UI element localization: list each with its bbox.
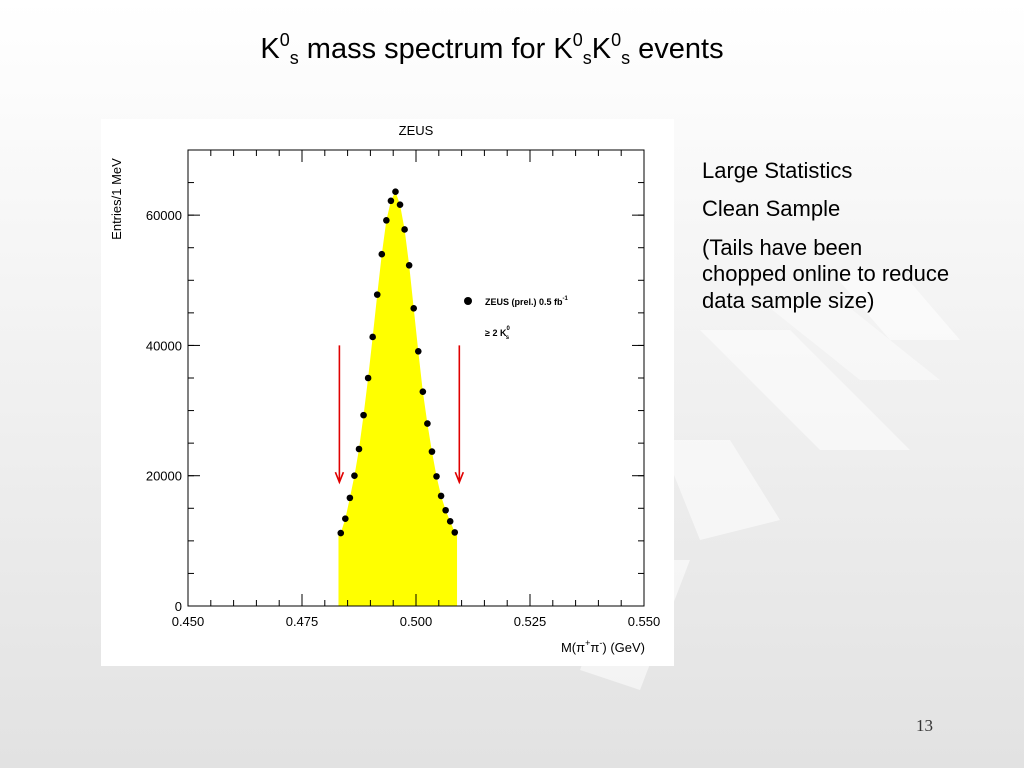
data-point (428, 448, 436, 455)
x-tick-label: 0.525 (514, 614, 547, 629)
y-axis-label: Entries/1 MeV (109, 158, 124, 240)
data-point (387, 197, 395, 205)
data-point (355, 445, 363, 453)
data-point (373, 291, 381, 298)
data-point (360, 411, 367, 419)
data-point (437, 492, 445, 500)
data-point (342, 515, 349, 523)
x-axis-label: M(π+π-) (GeV) (561, 638, 645, 655)
page-number: 13 (916, 716, 933, 735)
y-tick-label: 40000 (146, 338, 182, 353)
data-point (442, 506, 449, 514)
data-point (446, 518, 454, 525)
data-point (405, 262, 413, 269)
cut-arrow-head (454, 471, 465, 485)
mass-spectrum-figure: ZEUS 0.450 0.475 0.500 0.525 0.550 0 20000 4000… (101, 119, 674, 666)
mass-spectrum-chart: ZEUS 0.450 0.475 0.500 0.525 0.550 0 20000 4000… (109, 123, 661, 655)
x-tick-label: 0.500 (400, 614, 433, 629)
data-point (451, 529, 459, 536)
data-point (433, 473, 440, 480)
x-tick-label: 0.550 (628, 614, 661, 629)
legend: ZEUS (prel.) 0.5 fb-1 ≥ 2 K0 s (464, 296, 569, 341)
data-point (392, 188, 399, 195)
y-tick-label: 60000 (146, 208, 182, 223)
data-point (378, 250, 386, 258)
note-tails-chopped: (Tails have been chopped online to reduc… (702, 234, 950, 313)
slide-title: K0s mass spectrum for K0sK0s events (260, 30, 724, 68)
chart-title: ZEUS (399, 123, 434, 138)
y-tick-label: 20000 (146, 469, 182, 484)
data-point (369, 333, 376, 341)
data-point (410, 304, 418, 312)
legend-marker-dot (464, 297, 472, 305)
data-point (414, 347, 422, 355)
data-point (401, 226, 408, 233)
cut-arrow-head (334, 471, 345, 485)
data-point (364, 374, 372, 382)
legend-entry-selection: ≥ 2 K0 s (485, 326, 510, 341)
y-tick-label: 0 (175, 599, 182, 614)
data-point (424, 420, 431, 427)
data-point (419, 388, 427, 395)
signal-fill-area (338, 191, 458, 606)
note-clean-sample: Clean Sample (702, 196, 841, 222)
notes-panel: Large Statistics Clean Sample (Tails hav… (702, 158, 952, 326)
x-tick-label: 0.450 (172, 614, 205, 629)
data-point (396, 201, 404, 209)
data-point (383, 217, 390, 224)
data-point (346, 494, 354, 502)
data-point (337, 529, 345, 537)
data-point (351, 472, 358, 480)
x-tick-label: 0.475 (286, 614, 319, 629)
note-large-statistics: Large Statistics (702, 158, 853, 183)
legend-entry-data: ZEUS (prel.) 0.5 fb-1 (485, 296, 569, 307)
